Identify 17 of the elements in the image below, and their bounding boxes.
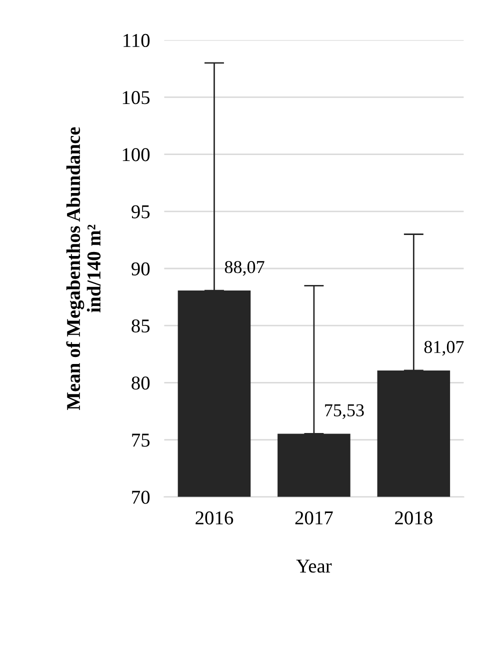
y-tick-label: 110 (124, 34, 150, 48)
y-tick-label: 105 (122, 91, 150, 104)
y-tick-label: 100 (122, 148, 150, 162)
y-axis-title: Mean of Megabenthos Abundance ind/140 m² (66, 127, 101, 410)
data-label: 75,53 (325, 404, 364, 419)
data-label: 88,07 (224, 260, 264, 276)
y-tick-label: 95 (132, 205, 150, 218)
y-tick-label: 85 (132, 319, 150, 333)
x-tick-label: 2017 (295, 511, 333, 524)
data-label: 81,07 (424, 340, 464, 356)
x-axis-title: Year (296, 560, 332, 573)
y-tick-label: 90 (132, 262, 150, 276)
y-tick-label: 70 (132, 490, 150, 504)
y-tick-label: 75 (132, 434, 150, 447)
x-tick-label: 2016 (196, 511, 234, 524)
x-tick-label: 2018 (395, 511, 432, 524)
y-tick-label: 80 (132, 376, 150, 390)
